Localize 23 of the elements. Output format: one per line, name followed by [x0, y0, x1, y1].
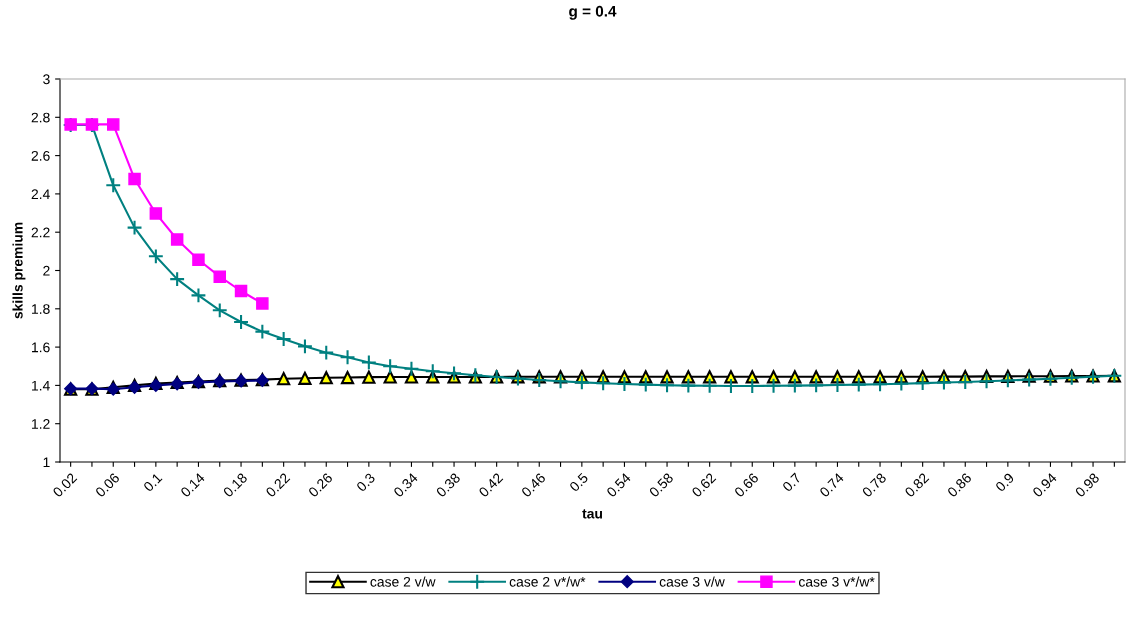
chart-title: g = 0.4: [569, 5, 617, 20]
y-tick-label: 2.8: [31, 112, 50, 123]
legend-label: case 3 v*/w*: [798, 576, 875, 587]
legend-label: case 2 v*/w*: [509, 576, 586, 587]
legend-label: case 2 v/w: [370, 576, 436, 587]
y-tick-label: 3: [43, 74, 50, 85]
y-tick-label: 1: [43, 457, 50, 468]
x-tick-label: 0.5: [568, 472, 589, 493]
y-tick-label: 1.4: [32, 380, 50, 391]
y-tick-label: 1.6: [32, 342, 50, 353]
y-tick-label: 2.6: [31, 150, 50, 161]
y-tick-label: 2: [43, 265, 50, 276]
x-axis-title: tau: [582, 509, 602, 519]
legend-label: case 3 v/w: [659, 576, 725, 587]
y-axis-title: skills premium: [12, 222, 26, 319]
y-tick-label: 1.2: [32, 419, 50, 429]
x-tick-label: 0.3: [355, 472, 376, 493]
y-tick-label: 2.4: [31, 189, 50, 199]
x-tick-label: 0.7: [781, 472, 802, 493]
y-tick-label: 2.2: [31, 227, 50, 238]
x-tick-label: 0.1: [142, 472, 163, 493]
y-tick-label: 1.8: [32, 304, 50, 314]
x-tick-label: 0.9: [994, 472, 1015, 493]
